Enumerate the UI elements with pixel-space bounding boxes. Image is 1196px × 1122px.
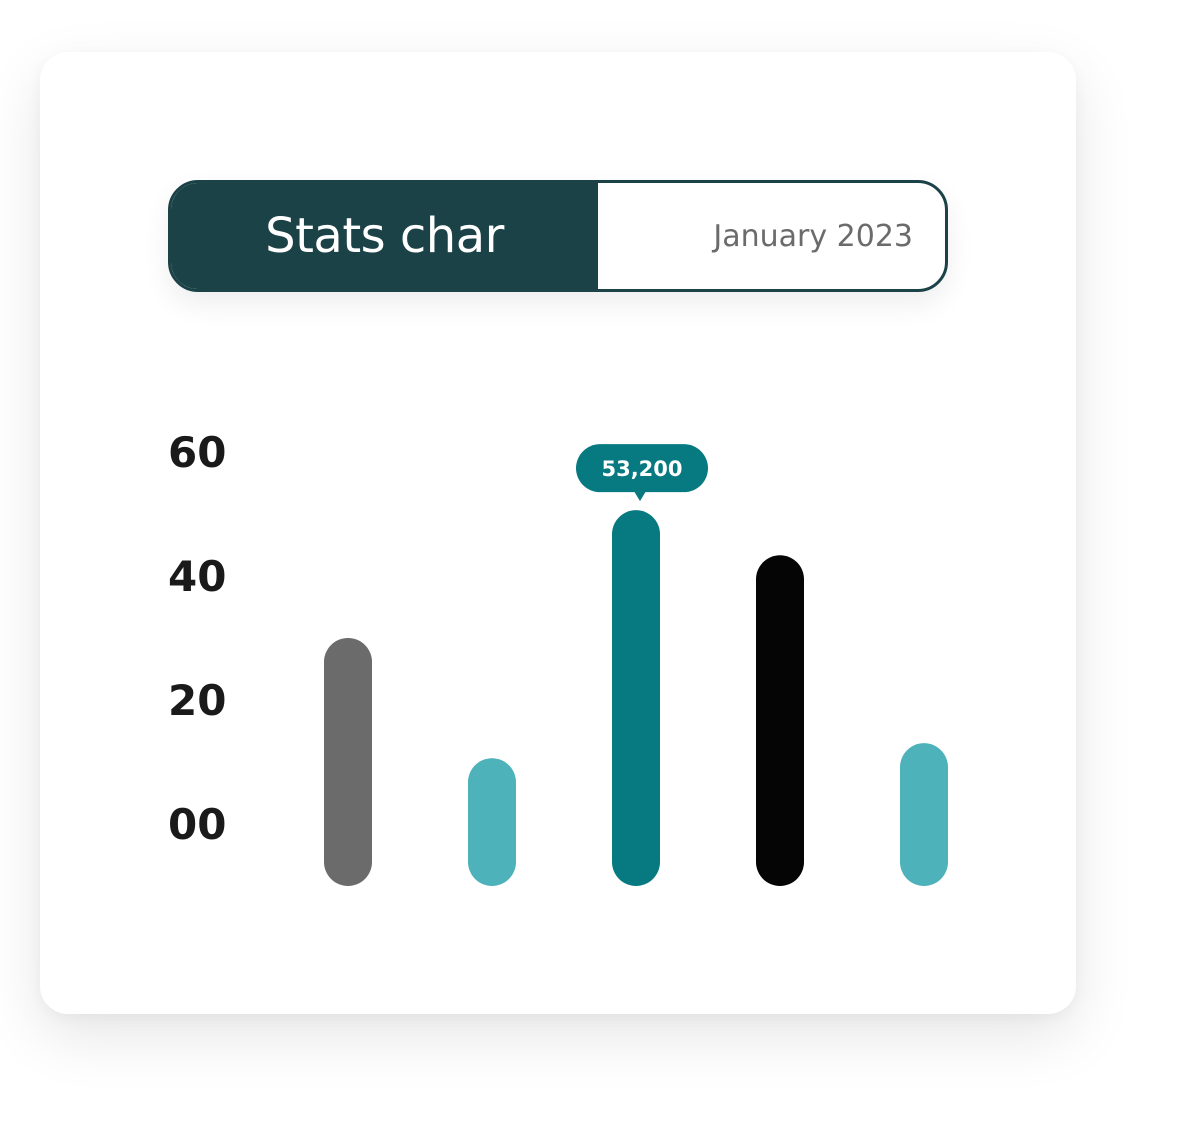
date-section[interactable]: January 2023 <box>598 183 945 289</box>
date-label: January 2023 <box>713 218 913 254</box>
title-section: Stats char <box>171 183 598 289</box>
chart-header: Stats char January 2023 <box>168 180 948 292</box>
chart-title: Stats char <box>265 208 504 264</box>
stats-card: Stats char January 2023 <box>40 52 1076 1014</box>
